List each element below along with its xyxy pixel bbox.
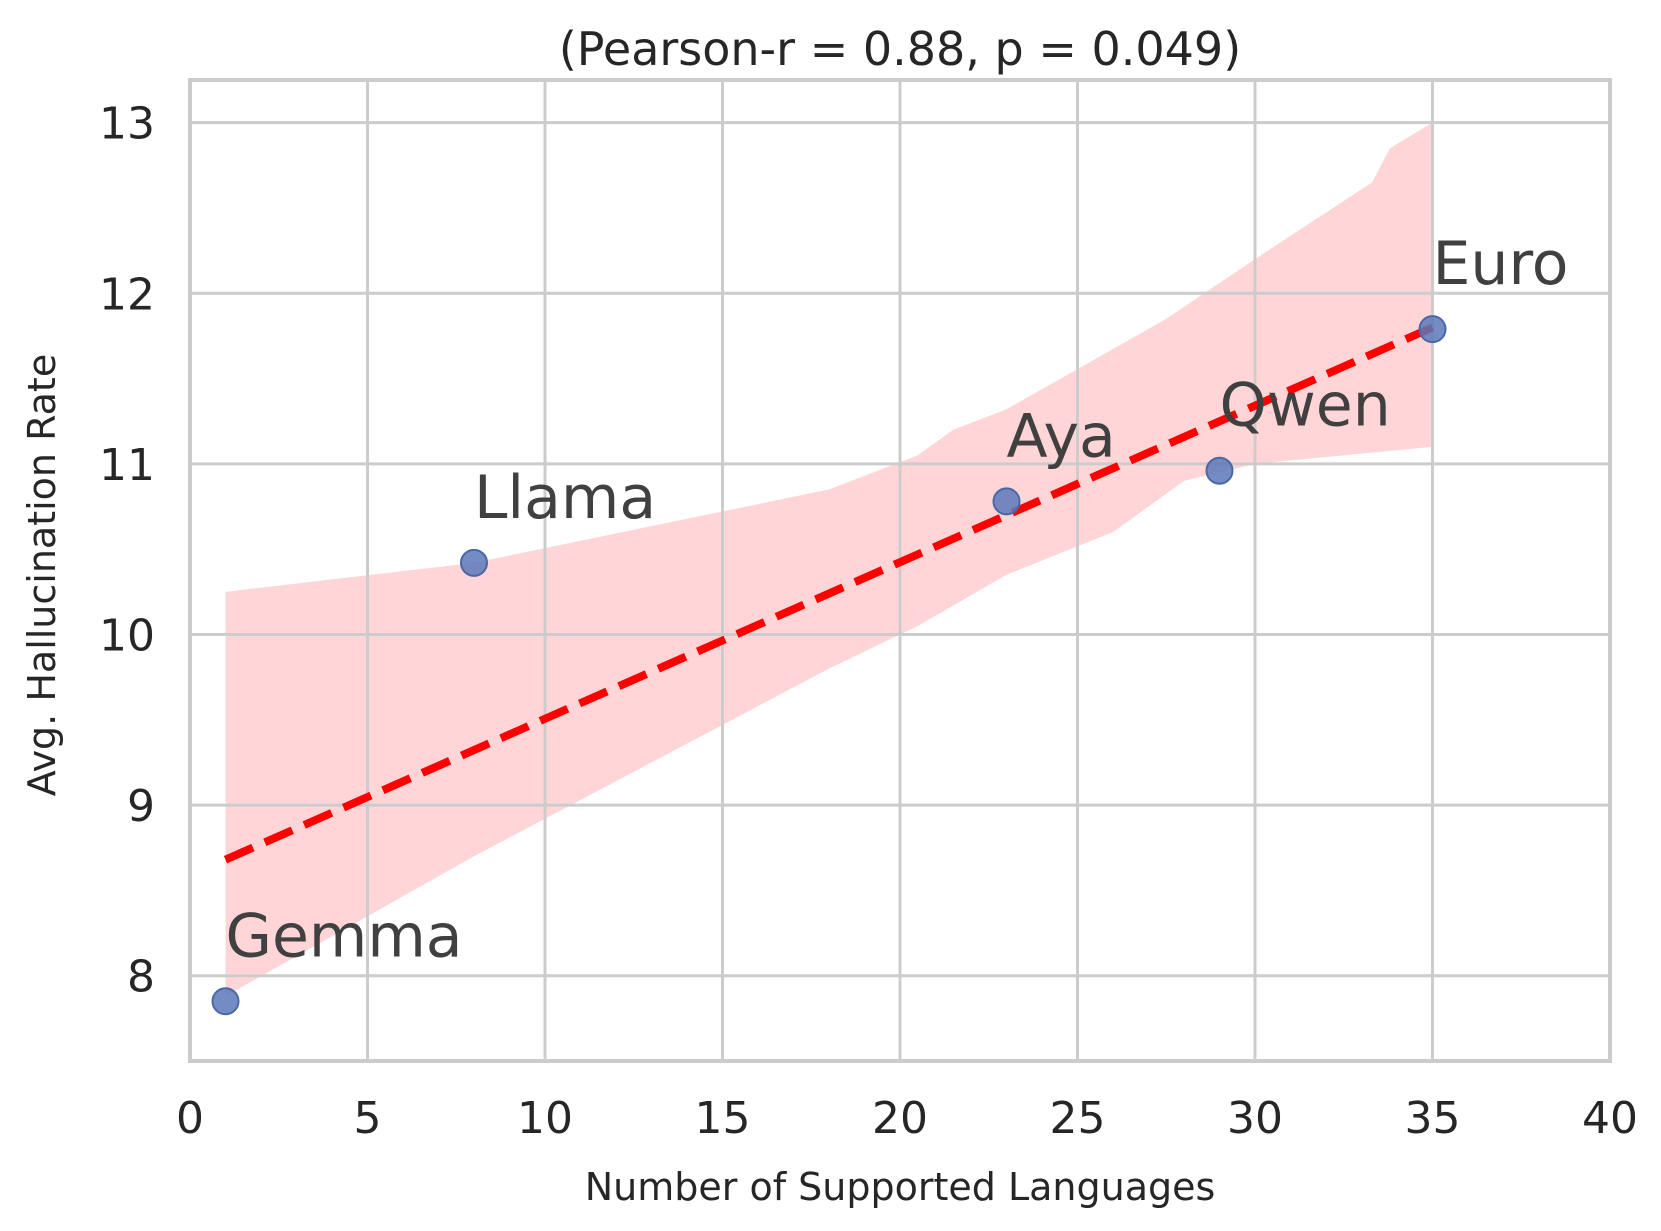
x-tick-label: 30 <box>1227 1093 1283 1144</box>
x-axis-title: Number of Supported Languages <box>585 1165 1216 1209</box>
data-point <box>992 487 1021 516</box>
data-point <box>211 987 240 1016</box>
data-point <box>460 548 488 577</box>
x-tick-label: 25 <box>1050 1093 1106 1144</box>
plot-frame-layer <box>188 78 1612 1063</box>
y-tick-label: 11 <box>99 440 155 491</box>
x-tick-label: 35 <box>1405 1093 1461 1144</box>
x-tick-label: 10 <box>517 1093 573 1144</box>
y-tick-label: 10 <box>99 610 155 661</box>
x-tick-label: 20 <box>872 1093 928 1144</box>
points-layer <box>211 315 1447 1016</box>
grid-layer <box>188 80 1612 1061</box>
y-tick-label: 13 <box>99 99 155 150</box>
data-point <box>1418 315 1447 344</box>
y-axis-title: Avg. Hallucination Rate <box>20 354 64 796</box>
x-tick-label: 0 <box>176 1093 204 1144</box>
tick-labels-layer: 0 5 10 15 20 25 30 35 40 8 9 10 11 12 13 <box>99 99 1638 1144</box>
y-tick-label: 8 <box>127 952 155 1003</box>
confidence-band <box>225 122 1433 997</box>
data-point <box>1205 456 1234 485</box>
point-labels-layer: Gemma Llama Aya Qwen Euro <box>226 229 1569 971</box>
y-tick-label: 9 <box>127 781 155 832</box>
point-label: Gemma <box>226 901 463 971</box>
confidence-band-layer <box>225 122 1433 997</box>
point-label: Aya <box>1007 401 1116 471</box>
x-tick-label: 15 <box>695 1093 751 1144</box>
x-tick-label: 40 <box>1582 1093 1638 1144</box>
point-label: Qwen <box>1220 371 1391 441</box>
point-label: Llama <box>474 463 656 533</box>
plot-frame <box>188 78 1612 1063</box>
y-tick-label: 12 <box>99 269 155 320</box>
x-tick-label: 5 <box>354 1093 382 1144</box>
fit-line <box>223 323 1435 864</box>
chart-title: (Pearson-r = 0.88, p = 0.049) <box>559 22 1241 76</box>
fit-line-layer <box>223 323 1435 864</box>
point-label: Euro <box>1433 229 1569 299</box>
